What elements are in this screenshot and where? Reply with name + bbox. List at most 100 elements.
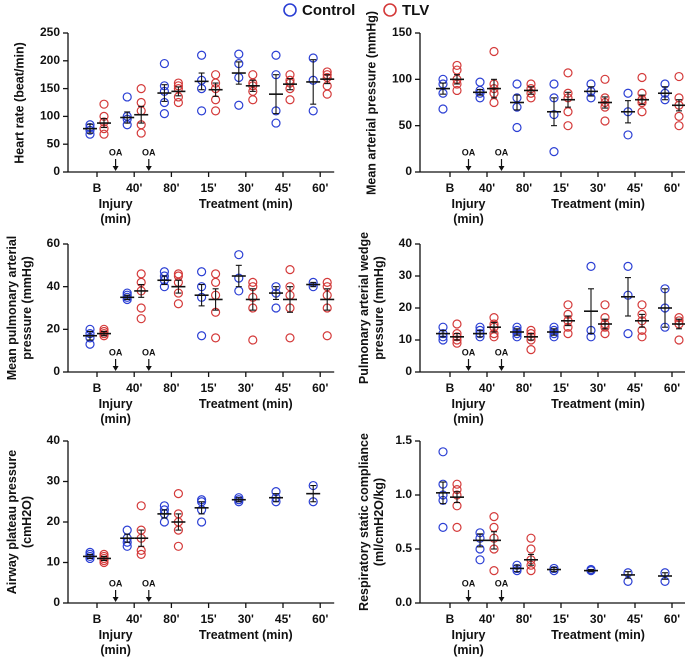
- x-tick-label: B: [446, 612, 455, 626]
- data-point: [322, 89, 332, 99]
- y-tick-label: 200: [40, 53, 60, 67]
- data-point: [549, 147, 559, 157]
- data-point: [99, 99, 109, 109]
- data-point: [637, 107, 647, 117]
- data-point: [173, 97, 183, 108]
- x-tick-label: 40': [126, 381, 142, 395]
- x-tick-label: 15': [200, 181, 216, 195]
- x-group-label: Treatment (min): [198, 197, 293, 211]
- data-point: [159, 109, 169, 119]
- data-point: [285, 265, 295, 275]
- x-tick-label: 40': [479, 612, 495, 626]
- y-tick-label: 100: [40, 109, 60, 123]
- data-point: [438, 74, 448, 84]
- x-group-label: Injury (min): [98, 628, 133, 657]
- x-tick-label: 40': [126, 181, 142, 195]
- data-point: [234, 250, 244, 260]
- data-point: [600, 329, 610, 339]
- x-tick-label: 15': [200, 612, 216, 626]
- x-tick-label: 60': [312, 181, 328, 195]
- annotation-arrowhead: [465, 366, 472, 371]
- y-axis-label: Pulmonary arterial wedge pressure (mmHg): [357, 231, 386, 385]
- data-point: [489, 511, 499, 522]
- y-tick-label: 0: [53, 164, 60, 178]
- annotation: OA: [495, 147, 509, 157]
- x-tick-label: 45': [627, 381, 643, 395]
- data-point: [623, 261, 633, 271]
- data-point: [136, 501, 146, 511]
- data-point: [159, 517, 169, 527]
- legend-marker: [383, 3, 397, 17]
- x-tick-label: 40': [479, 181, 495, 195]
- data-point: [248, 335, 258, 345]
- data-point: [308, 106, 318, 116]
- data-point: [637, 332, 647, 342]
- y-tick-label: 10: [47, 555, 61, 569]
- data-point: [173, 541, 183, 551]
- x-tick-label: 80': [516, 381, 532, 395]
- annotation: OA: [142, 578, 156, 588]
- data-point: [526, 93, 536, 103]
- data-point: [136, 97, 146, 108]
- data-point: [136, 128, 146, 138]
- data-point: [285, 95, 295, 105]
- x-group-label: Injury (min): [451, 397, 486, 426]
- data-point: [600, 74, 610, 84]
- x-tick-label: 60': [312, 612, 328, 626]
- legend-marker: [283, 3, 297, 17]
- data-point: [136, 83, 146, 94]
- annotation-arrowhead: [145, 166, 152, 171]
- data-point: [322, 277, 332, 287]
- data-point: [623, 329, 633, 339]
- x-tick-label: 60': [664, 181, 680, 195]
- y-axis-label: Mean arterial pressure (mmHg): [364, 10, 379, 195]
- annotation: OA: [462, 578, 476, 588]
- data-point: [285, 333, 295, 343]
- x-tick-label: 80': [516, 612, 532, 626]
- x-tick-label: 30': [238, 612, 254, 626]
- data-point: [549, 563, 559, 574]
- y-axis-label: Mean pulmonary arterial pressure (mmHg): [5, 235, 34, 381]
- data-point: [637, 72, 647, 83]
- annotation-arrowhead: [145, 366, 152, 371]
- y-tick-label: 250: [40, 25, 60, 39]
- y-tick-label: 0: [53, 595, 60, 609]
- x-tick-label: 15': [553, 181, 569, 195]
- x-tick-label: 80': [163, 381, 179, 395]
- data-point: [248, 70, 258, 80]
- x-tick-label: 30': [238, 181, 254, 195]
- data-point: [322, 331, 332, 341]
- data-point: [674, 335, 684, 345]
- y-axis-label: Airway plateau pressure (cmH2O): [5, 449, 34, 595]
- data-point: [452, 479, 462, 489]
- data-point: [211, 106, 221, 116]
- data-point: [438, 447, 448, 457]
- x-tick-label: B: [446, 381, 455, 395]
- data-point: [512, 122, 522, 133]
- annotation: OA: [109, 147, 123, 157]
- legend-label: Control: [302, 2, 355, 19]
- data-point: [637, 300, 647, 310]
- y-axis-label: Respiratory static compliance (ml/cmH2O/…: [357, 433, 386, 611]
- data-point: [674, 111, 684, 122]
- x-tick-label: B: [93, 181, 102, 195]
- y-tick-label: 0: [405, 164, 412, 178]
- y-tick-label: 30: [399, 268, 413, 282]
- legend-label: TLV: [402, 2, 429, 19]
- x-tick-label: B: [446, 181, 455, 195]
- data-point: [452, 60, 462, 71]
- y-tick-label: 10: [399, 332, 413, 346]
- data-point: [197, 267, 207, 277]
- y-tick-label: 30: [47, 474, 61, 488]
- y-tick-label: 50: [47, 136, 61, 150]
- y-tick-label: 150: [392, 25, 412, 39]
- data-point: [489, 97, 499, 108]
- data-point: [489, 46, 499, 57]
- x-tick-label: 40': [479, 381, 495, 395]
- data-point: [99, 129, 109, 139]
- annotation: OA: [109, 578, 123, 588]
- x-group-label: Injury (min): [98, 397, 133, 426]
- y-tick-label: 1.5: [395, 433, 412, 447]
